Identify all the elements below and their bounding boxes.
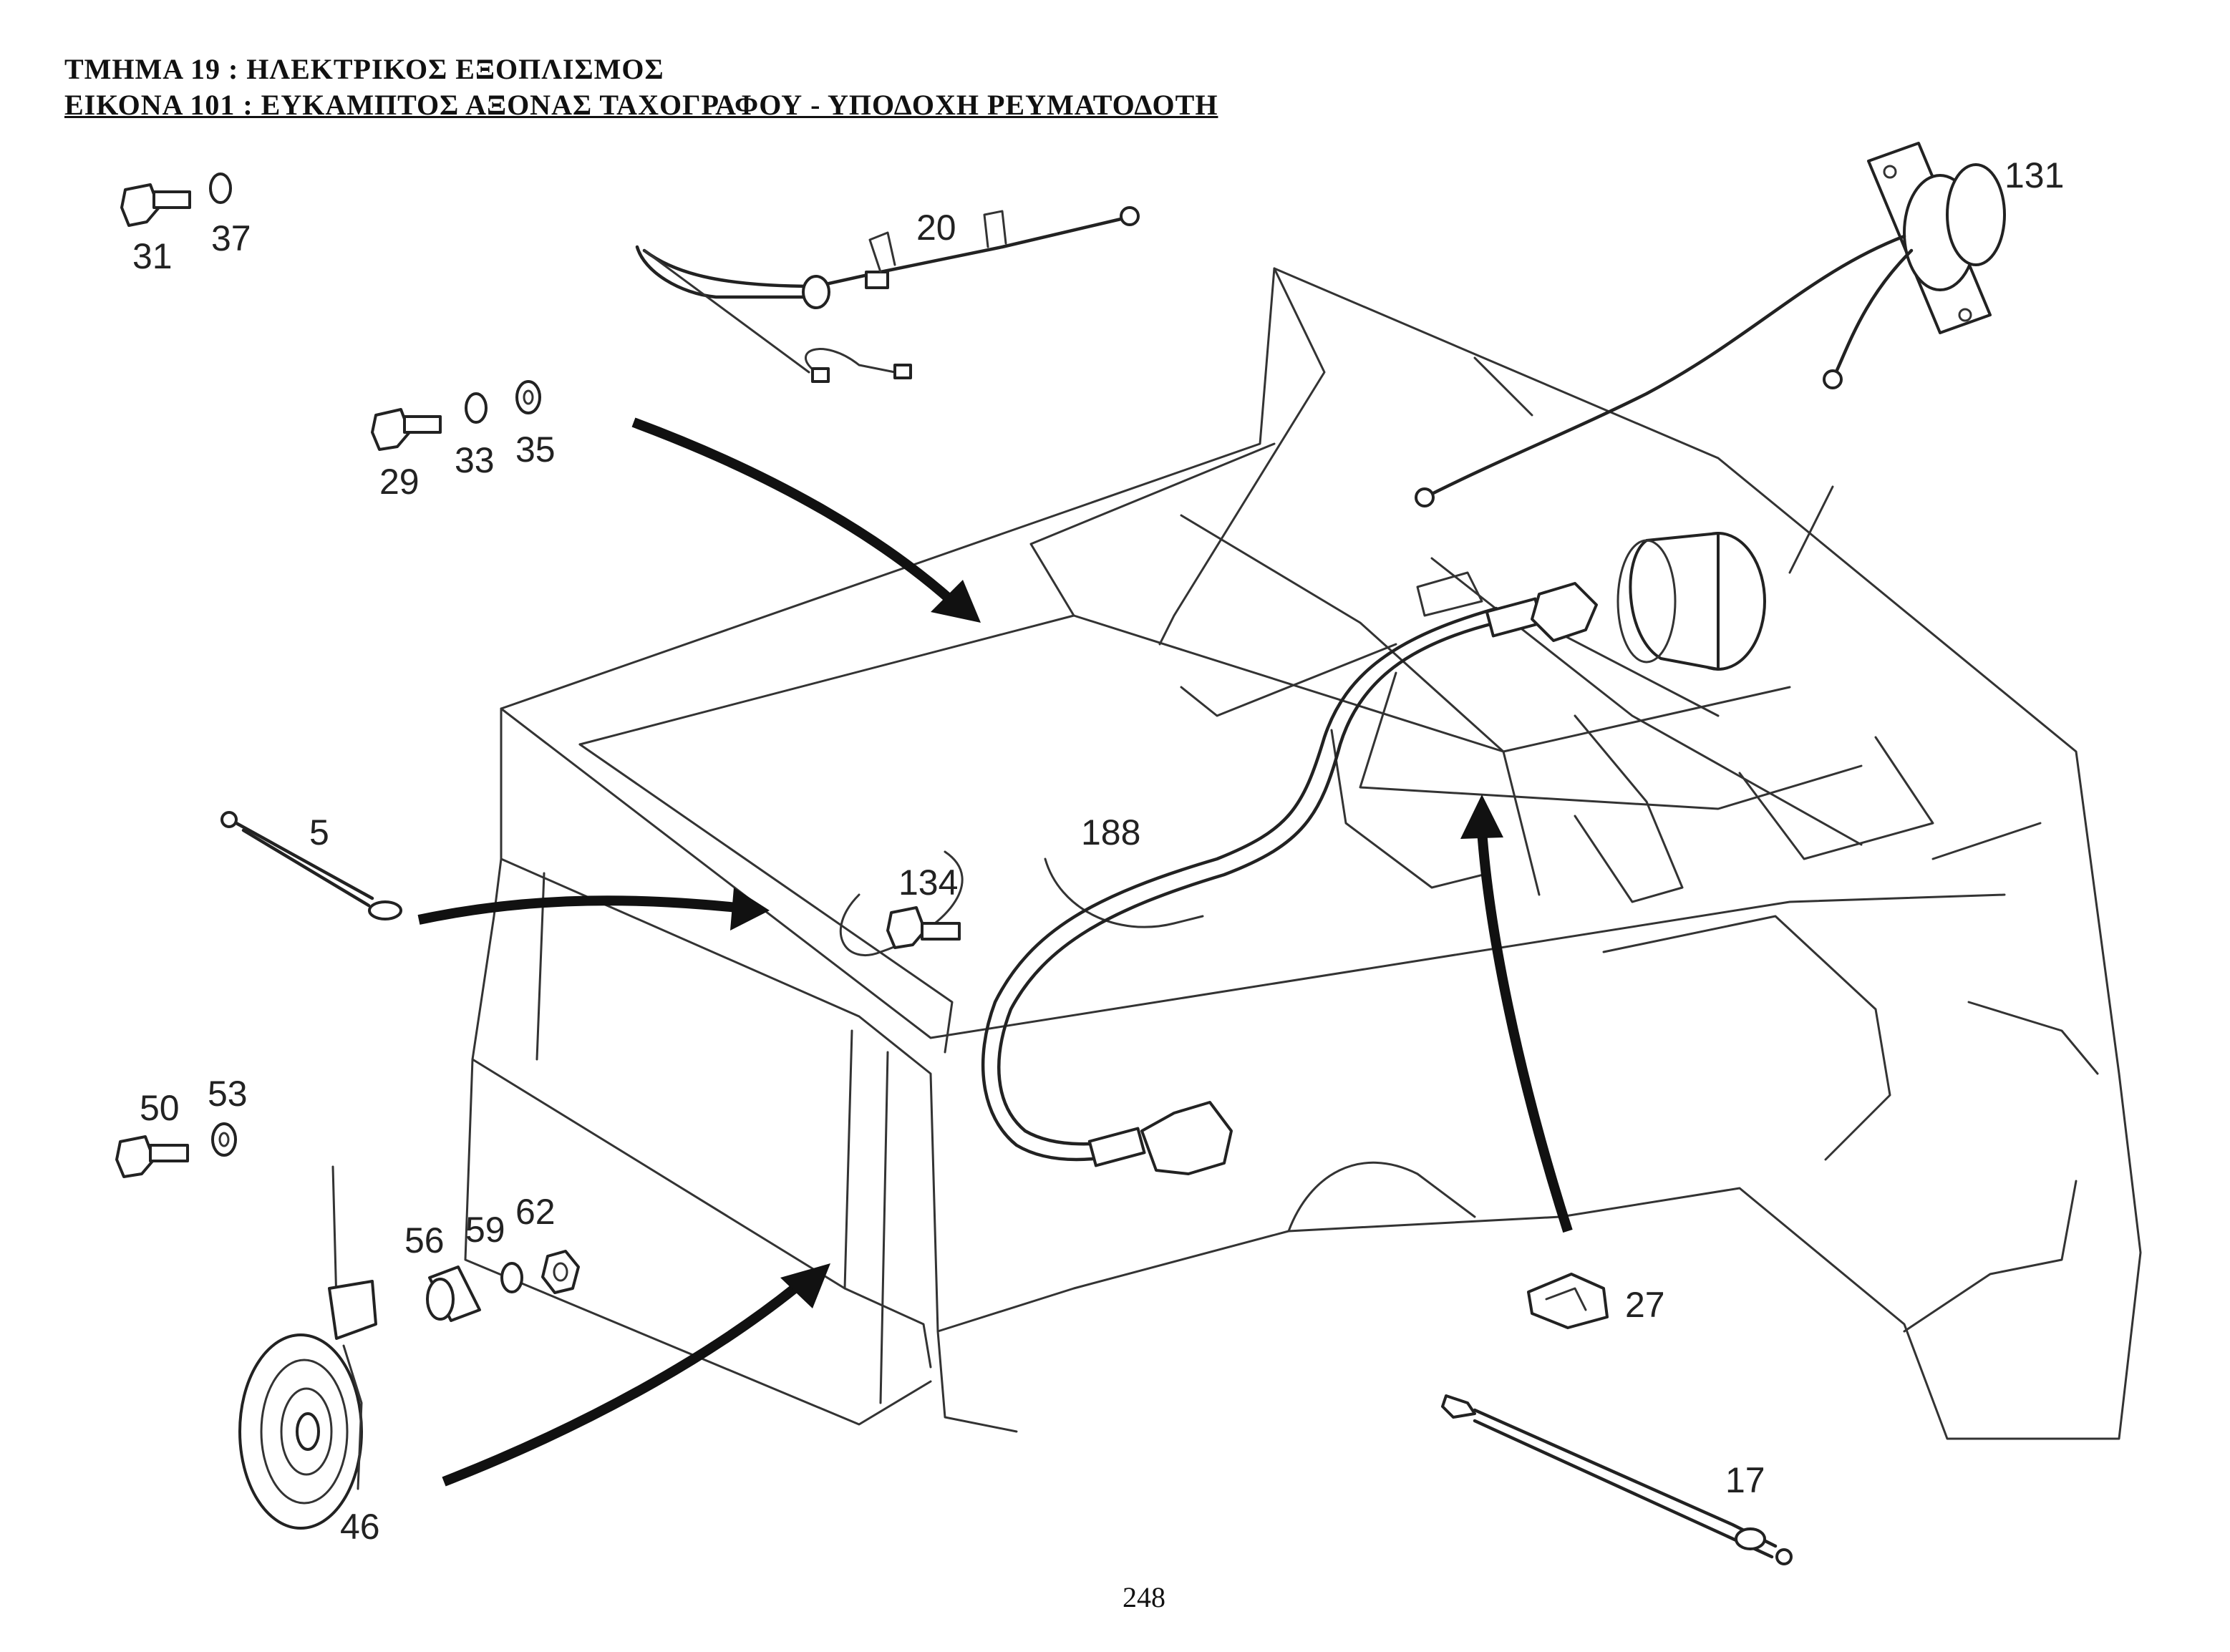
label-33: 33 <box>455 440 495 480</box>
label-20: 20 <box>916 208 956 248</box>
label-37: 37 <box>211 218 251 258</box>
lock-washer-37 <box>209 173 232 204</box>
strap-17 <box>1441 1394 1793 1565</box>
lock-washer-33 <box>465 392 488 424</box>
label-53: 53 <box>208 1074 248 1114</box>
part-number-labels: 31 37 20 131 29 33 35 5 134 188 50 53 56… <box>132 155 2064 1547</box>
label-17: 17 <box>1725 1460 1765 1500</box>
label-188: 188 <box>1081 812 1140 852</box>
label-29: 29 <box>379 462 420 502</box>
cable-harness-20 <box>635 206 1140 383</box>
spacer-56 <box>426 1265 481 1322</box>
figure-title: ΕΙΚΟΝΑ 101 : ΕΥΚΑΜΠΤΟΣ ΑΞΟΝΑΣ ΤΑΧΟΓΡΑΦΟΥ… <box>64 89 1218 121</box>
nut-62 <box>541 1250 580 1294</box>
label-5: 5 <box>309 812 329 852</box>
label-31: 31 <box>132 236 173 276</box>
label-46: 46 <box>340 1507 380 1547</box>
label-134: 134 <box>898 863 958 903</box>
arrow-from-29 <box>631 417 956 606</box>
label-62: 62 <box>515 1192 556 1232</box>
assembly-arrows <box>417 417 1573 1487</box>
bolt-50 <box>115 1135 189 1178</box>
lock-washer-59 <box>500 1262 523 1293</box>
label-27: 27 <box>1625 1285 1665 1325</box>
label-50: 50 <box>140 1088 180 1128</box>
socket-receptacle-131 <box>1415 142 2006 507</box>
chassis-frame <box>464 267 2142 1440</box>
label-131: 131 <box>2004 155 2064 195</box>
bolt-31 <box>120 183 191 227</box>
arrow-from-5 <box>417 895 738 925</box>
section-title: ΤΜΗΜΑ 19 : ΗΛΕΚΤΡΙΚΟΣ ΕΞΟΠΛΙΣΜΟΣ <box>64 53 664 85</box>
page-header: ΤΜΗΜΑ 19 : ΗΛΕΚΤΡΙΚΟΣ ΕΞΟΠΛΙΣΜΟΣ ΕΙΚΟΝΑ … <box>64 52 1218 123</box>
arrow-from-46 <box>442 1284 798 1487</box>
page-number: 248 <box>1123 1581 1165 1613</box>
bolt-134 <box>886 906 961 949</box>
label-56: 56 <box>404 1220 445 1260</box>
bolt-29 <box>371 408 442 451</box>
tachograph-flexible-shaft-188 <box>981 582 1598 1175</box>
ground-strap-5 <box>220 811 402 920</box>
horn-46 <box>238 1165 377 1530</box>
label-59: 59 <box>465 1210 505 1250</box>
cable-clip-27 <box>1527 1273 1609 1329</box>
washer-53 <box>211 1122 237 1157</box>
tachograph-housing <box>1416 532 1766 671</box>
arrow-from-27 <box>1477 830 1573 1233</box>
washer-35 <box>515 380 541 414</box>
label-35: 35 <box>515 429 556 470</box>
